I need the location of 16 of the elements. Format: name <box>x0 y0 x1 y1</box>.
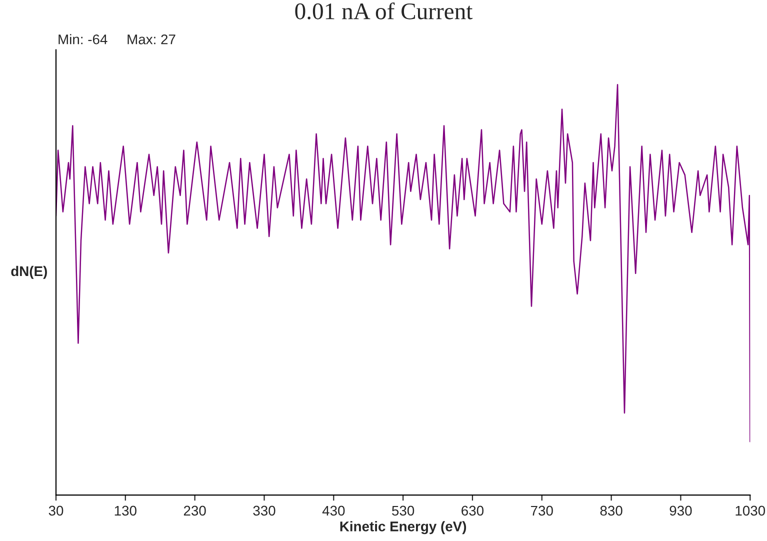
text: Max: 27 <box>128 34 176 44</box>
x-tick-label: 30 <box>48 506 64 516</box>
x-tick-label: 630 <box>462 506 484 516</box>
x-tick-label: 430 <box>322 506 345 516</box>
x-axis-title: Kinetic Energy (eV) <box>340 521 466 534</box>
x-tick-label: 530 <box>392 506 414 516</box>
y-axis-title: dN(E) <box>11 266 47 279</box>
x-tick-label: 830 <box>600 506 622 516</box>
x-tick-label: 230 <box>184 506 206 516</box>
x-tick-label: 930 <box>670 506 692 516</box>
text: Min: -64 <box>58 34 108 44</box>
x-tick-label: 730 <box>531 506 553 516</box>
x-tick-label: 330 <box>253 506 276 516</box>
x-tick-label: 130 <box>114 506 136 516</box>
x-tick-label: 1030 <box>736 506 766 516</box>
chart-title: 0.01 nA of Current <box>295 2 473 20</box>
